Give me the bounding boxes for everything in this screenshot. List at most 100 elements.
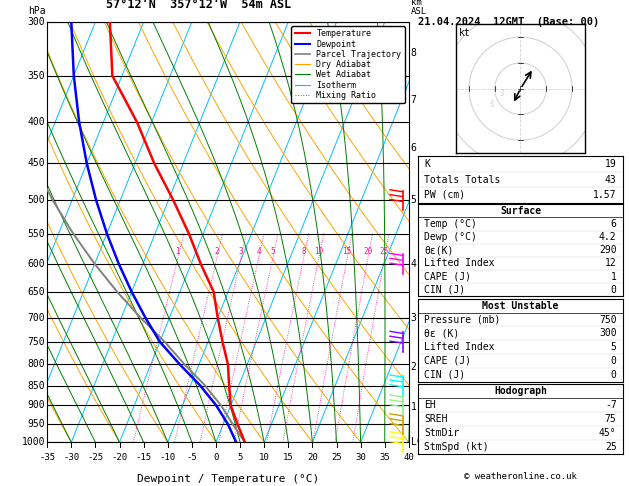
- Text: 6: 6: [411, 142, 416, 153]
- Text: 40: 40: [403, 453, 415, 462]
- Text: -25: -25: [87, 453, 103, 462]
- Text: 1: 1: [175, 247, 180, 256]
- Text: Dewpoint / Temperature (°C): Dewpoint / Temperature (°C): [137, 474, 319, 484]
- Text: PW (cm): PW (cm): [425, 190, 465, 200]
- Text: 25: 25: [380, 247, 389, 256]
- Text: 15: 15: [343, 247, 352, 256]
- Text: 550: 550: [28, 228, 45, 239]
- Text: 8: 8: [301, 247, 306, 256]
- Text: Totals Totals: Totals Totals: [425, 174, 501, 185]
- Text: EH: EH: [425, 400, 436, 410]
- Text: 6: 6: [489, 100, 494, 109]
- Text: 7: 7: [411, 95, 416, 105]
- Text: 650: 650: [28, 287, 45, 297]
- Text: 0: 0: [611, 356, 616, 366]
- Text: 19: 19: [605, 159, 616, 169]
- Text: 4.2: 4.2: [599, 232, 616, 242]
- Text: 20: 20: [364, 247, 372, 256]
- Text: 1: 1: [411, 402, 416, 413]
- Text: 290: 290: [599, 245, 616, 255]
- Text: -30: -30: [64, 453, 79, 462]
- Text: -15: -15: [136, 453, 152, 462]
- Text: © weatheronline.co.uk: © weatheronline.co.uk: [464, 472, 577, 481]
- Text: 450: 450: [28, 158, 45, 169]
- Text: 75: 75: [605, 414, 616, 424]
- Text: 25: 25: [605, 442, 616, 452]
- Text: 600: 600: [28, 259, 45, 269]
- Text: CAPE (J): CAPE (J): [425, 272, 471, 282]
- Text: 0: 0: [611, 370, 616, 380]
- Text: StmSpd (kt): StmSpd (kt): [425, 442, 489, 452]
- Text: 800: 800: [28, 359, 45, 369]
- Text: -35: -35: [39, 453, 55, 462]
- Text: LCL: LCL: [411, 437, 428, 447]
- Text: 750: 750: [599, 314, 616, 325]
- Text: 1.57: 1.57: [593, 190, 616, 200]
- Text: K: K: [425, 159, 430, 169]
- Text: 1: 1: [611, 272, 616, 282]
- Text: 25: 25: [331, 453, 342, 462]
- Text: 950: 950: [28, 419, 45, 429]
- Text: 300: 300: [599, 329, 616, 338]
- Text: 10: 10: [314, 247, 323, 256]
- Text: 45°: 45°: [599, 428, 616, 438]
- Text: 400: 400: [28, 117, 45, 127]
- Text: CIN (J): CIN (J): [425, 370, 465, 380]
- Text: 3: 3: [500, 89, 504, 99]
- Text: Mixing Ratio (g/kg): Mixing Ratio (g/kg): [426, 181, 435, 283]
- Text: 57°12'N  357°12'W  54m ASL: 57°12'N 357°12'W 54m ASL: [106, 0, 292, 11]
- Text: 15: 15: [283, 453, 294, 462]
- Text: km
ASL: km ASL: [411, 0, 427, 16]
- Text: 500: 500: [28, 195, 45, 205]
- Text: 6: 6: [611, 219, 616, 229]
- Text: 10: 10: [259, 453, 270, 462]
- Text: -20: -20: [111, 453, 128, 462]
- Text: 850: 850: [28, 381, 45, 391]
- Text: 900: 900: [28, 400, 45, 411]
- Text: Most Unstable: Most Unstable: [482, 301, 559, 311]
- Text: 4: 4: [411, 259, 416, 269]
- Text: 20: 20: [307, 453, 318, 462]
- Text: 4: 4: [257, 247, 261, 256]
- Text: θε(K): θε(K): [425, 245, 454, 255]
- Text: 0: 0: [611, 285, 616, 295]
- Legend: Temperature, Dewpoint, Parcel Trajectory, Dry Adiabat, Wet Adiabat, Isotherm, Mi: Temperature, Dewpoint, Parcel Trajectory…: [291, 26, 404, 103]
- Text: hPa: hPa: [28, 5, 45, 16]
- Text: 3: 3: [238, 247, 243, 256]
- Text: 3: 3: [411, 312, 416, 323]
- Text: CIN (J): CIN (J): [425, 285, 465, 295]
- Text: StmDir: StmDir: [425, 428, 460, 438]
- Text: 12: 12: [605, 259, 616, 268]
- Text: 43: 43: [605, 174, 616, 185]
- Text: 30: 30: [355, 453, 366, 462]
- Text: 5: 5: [411, 195, 416, 205]
- Text: Lifted Index: Lifted Index: [425, 342, 495, 352]
- Text: 750: 750: [28, 337, 45, 347]
- Text: 1000: 1000: [22, 437, 45, 447]
- Text: Hodograph: Hodograph: [494, 386, 547, 396]
- Text: 8: 8: [411, 48, 416, 58]
- Text: 700: 700: [28, 312, 45, 323]
- Text: -7: -7: [605, 400, 616, 410]
- Text: 300: 300: [28, 17, 45, 27]
- Text: θε (K): θε (K): [425, 329, 460, 338]
- Text: Surface: Surface: [500, 206, 541, 216]
- Text: Lifted Index: Lifted Index: [425, 259, 495, 268]
- Text: Dewp (°C): Dewp (°C): [425, 232, 477, 242]
- Text: 0: 0: [213, 453, 219, 462]
- Text: Temp (°C): Temp (°C): [425, 219, 477, 229]
- Text: 2: 2: [214, 247, 219, 256]
- Text: -10: -10: [160, 453, 175, 462]
- Text: 5: 5: [270, 247, 275, 256]
- Text: 21.04.2024  12GMT  (Base: 00): 21.04.2024 12GMT (Base: 00): [418, 17, 599, 27]
- Text: 2: 2: [411, 362, 416, 371]
- Text: SREH: SREH: [425, 414, 448, 424]
- Text: 5: 5: [611, 342, 616, 352]
- Text: CAPE (J): CAPE (J): [425, 356, 471, 366]
- Text: 35: 35: [379, 453, 390, 462]
- Text: 5: 5: [237, 453, 243, 462]
- Text: -5: -5: [186, 453, 198, 462]
- Text: kt: kt: [459, 28, 470, 38]
- Text: 350: 350: [28, 70, 45, 81]
- Text: Pressure (mb): Pressure (mb): [425, 314, 501, 325]
